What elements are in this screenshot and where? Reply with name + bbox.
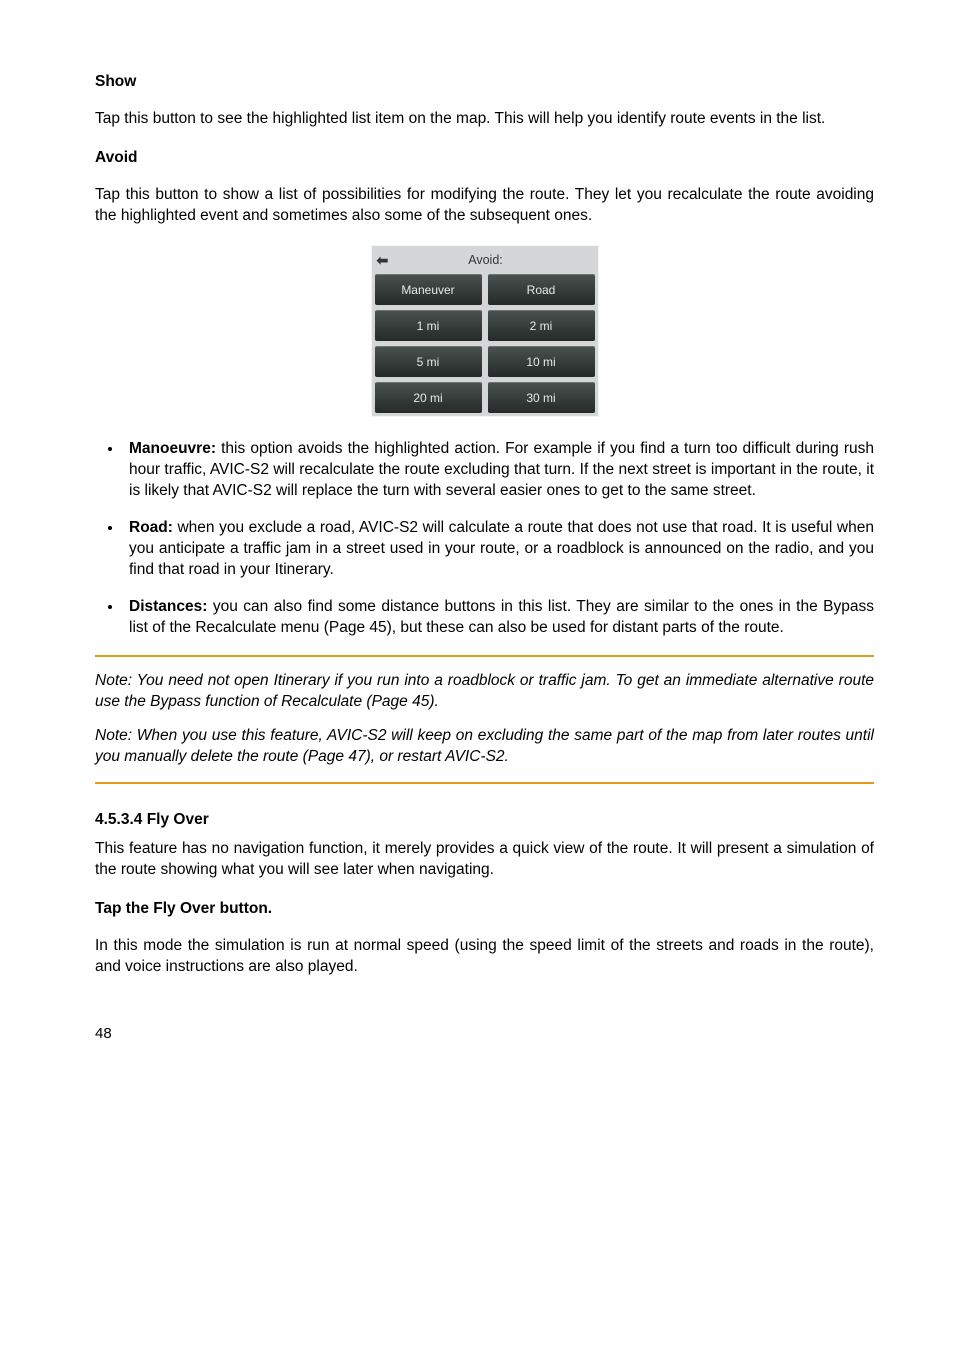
avoid-figure: ⬅ Avoid: Maneuver Road 1 mi 2 mi 5 mi 10… xyxy=(95,245,874,418)
divider-bottom xyxy=(95,782,874,784)
flyover-p1: This feature has no navigation function,… xyxy=(95,839,874,881)
note-1: Note: You need not open Itinerary if you… xyxy=(95,671,874,713)
list-item: Manoeuvre: this option avoids the highli… xyxy=(123,439,874,502)
bullet-list: Manoeuvre: this option avoids the highli… xyxy=(95,439,874,638)
show-heading: Show xyxy=(95,72,874,93)
divider-top xyxy=(95,655,874,657)
avoid-heading: Avoid xyxy=(95,148,874,169)
dist-20mi-button[interactable]: 20 mi xyxy=(375,382,482,413)
avoid-row-3: 20 mi 30 mi xyxy=(375,382,595,413)
avoid-row-2: 5 mi 10 mi xyxy=(375,346,595,377)
bullet-text: when you exclude a road, AVIC-S2 will ca… xyxy=(129,519,874,578)
dist-30mi-button[interactable]: 30 mi xyxy=(488,382,595,413)
flyover-heading: 4.5.3.4 Fly Over xyxy=(95,810,874,831)
dist-2mi-button[interactable]: 2 mi xyxy=(488,310,595,341)
bullet-text: this option avoids the highlighted actio… xyxy=(129,440,874,499)
avoid-row-0: Maneuver Road xyxy=(375,274,595,305)
bullet-label: Road: xyxy=(129,519,173,536)
back-arrow-icon[interactable]: ⬅ xyxy=(375,251,395,270)
bullet-label: Distances: xyxy=(129,598,207,615)
avoid-dialog: ⬅ Avoid: Maneuver Road 1 mi 2 mi 5 mi 10… xyxy=(371,245,599,418)
bullet-label: Manoeuvre: xyxy=(129,440,216,457)
dist-1mi-button[interactable]: 1 mi xyxy=(375,310,482,341)
show-body: Tap this button to see the highlighted l… xyxy=(95,109,874,130)
avoid-body: Tap this button to show a list of possib… xyxy=(95,185,874,227)
avoid-row-1: 1 mi 2 mi xyxy=(375,310,595,341)
dist-10mi-button[interactable]: 10 mi xyxy=(488,346,595,377)
list-item: Distances: you can also find some distan… xyxy=(123,597,874,639)
avoid-title-row: ⬅ Avoid: xyxy=(375,249,595,274)
page-number: 48 xyxy=(95,1024,874,1044)
dist-5mi-button[interactable]: 5 mi xyxy=(375,346,482,377)
flyover-p2: In this mode the simulation is run at no… xyxy=(95,936,874,978)
road-button[interactable]: Road xyxy=(488,274,595,305)
flyover-sub: Tap the Fly Over button. xyxy=(95,899,874,920)
avoid-dialog-title: Avoid: xyxy=(395,252,577,269)
list-item: Road: when you exclude a road, AVIC-S2 w… xyxy=(123,518,874,581)
bullet-text: you can also find some distance buttons … xyxy=(129,598,874,636)
note-2: Note: When you use this feature, AVIC-S2… xyxy=(95,726,874,768)
maneuver-button[interactable]: Maneuver xyxy=(375,274,482,305)
